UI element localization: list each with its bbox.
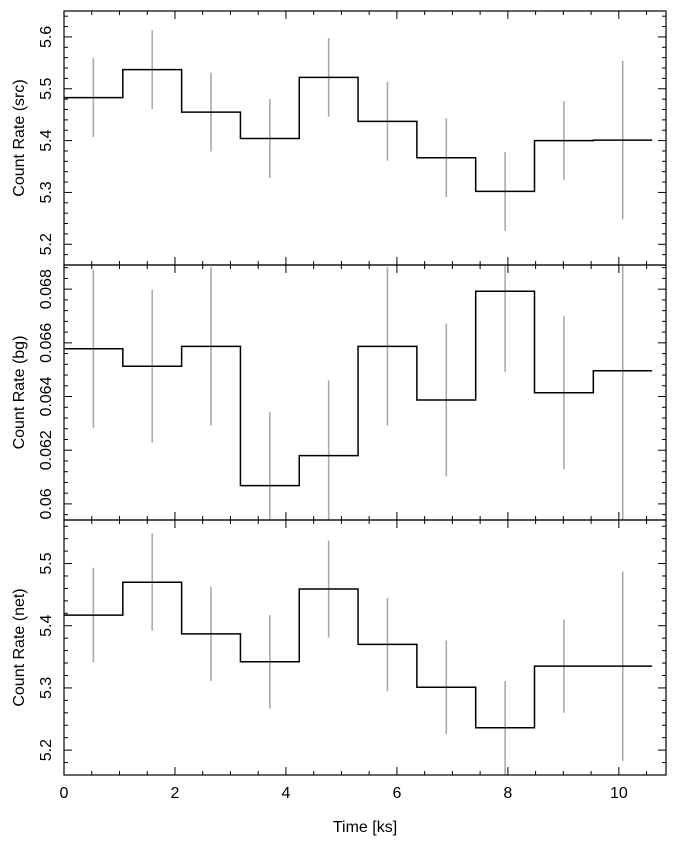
- plot-frame-src: [63, 10, 667, 266]
- x-axis-label: Time [ks]: [333, 819, 397, 836]
- y-tick-label-net: 5.4: [38, 615, 55, 637]
- panel-src: 5.2 5.3 5.4 5.5 5.6 Count Rate (src): [11, 10, 667, 266]
- step-line-bg: [64, 290, 653, 487]
- x-tick-label: 6: [392, 785, 401, 802]
- x-tick-label: 10: [610, 785, 628, 802]
- x-tick-label: 2: [171, 785, 180, 802]
- plot-frame-net: [63, 519, 667, 776]
- x-tick-label: 4: [281, 785, 290, 802]
- y-tick-label-src: 5.5: [38, 78, 55, 100]
- y-tick-label-src: 5.3: [38, 181, 55, 203]
- y-tick-label-bg: 0.064: [38, 376, 55, 416]
- y-tick-label-net: 5.2: [38, 739, 55, 761]
- x-tick-label: 0: [60, 785, 69, 802]
- panel-net: 5.2 5.3 5.4 5.5 Count Rate (net) 0 2 4 6 8 10 Time …: [11, 519, 667, 836]
- y-tick-label-bg: 0.062: [38, 430, 55, 470]
- y-tick-label-src: 5.4: [38, 129, 55, 151]
- y-tick-label-src: 5.2: [38, 233, 55, 255]
- panel-bg: 0.06 0.062 0.064 0.066 0.068 Count Rate (bg): [11, 264, 667, 521]
- y-axis-label-bg: Count Rate (bg): [11, 336, 28, 450]
- x-tick-label: 8: [503, 785, 512, 802]
- y-axis-label-src: Count Rate (src): [11, 79, 28, 196]
- y-tick-label-src: 5.6: [38, 26, 55, 48]
- y-tick-label-bg: 0.068: [38, 269, 55, 309]
- y-tick-label-bg: 0.06: [38, 488, 55, 519]
- y-tick-label-bg: 0.066: [38, 323, 55, 363]
- step-line-src: [64, 68, 653, 193]
- y-tick-label-net: 5.3: [38, 677, 55, 699]
- y-axis-label-net: Count Rate (net): [11, 588, 28, 706]
- y-tick-label-net: 5.5: [38, 552, 55, 574]
- step-line-net: [64, 581, 653, 729]
